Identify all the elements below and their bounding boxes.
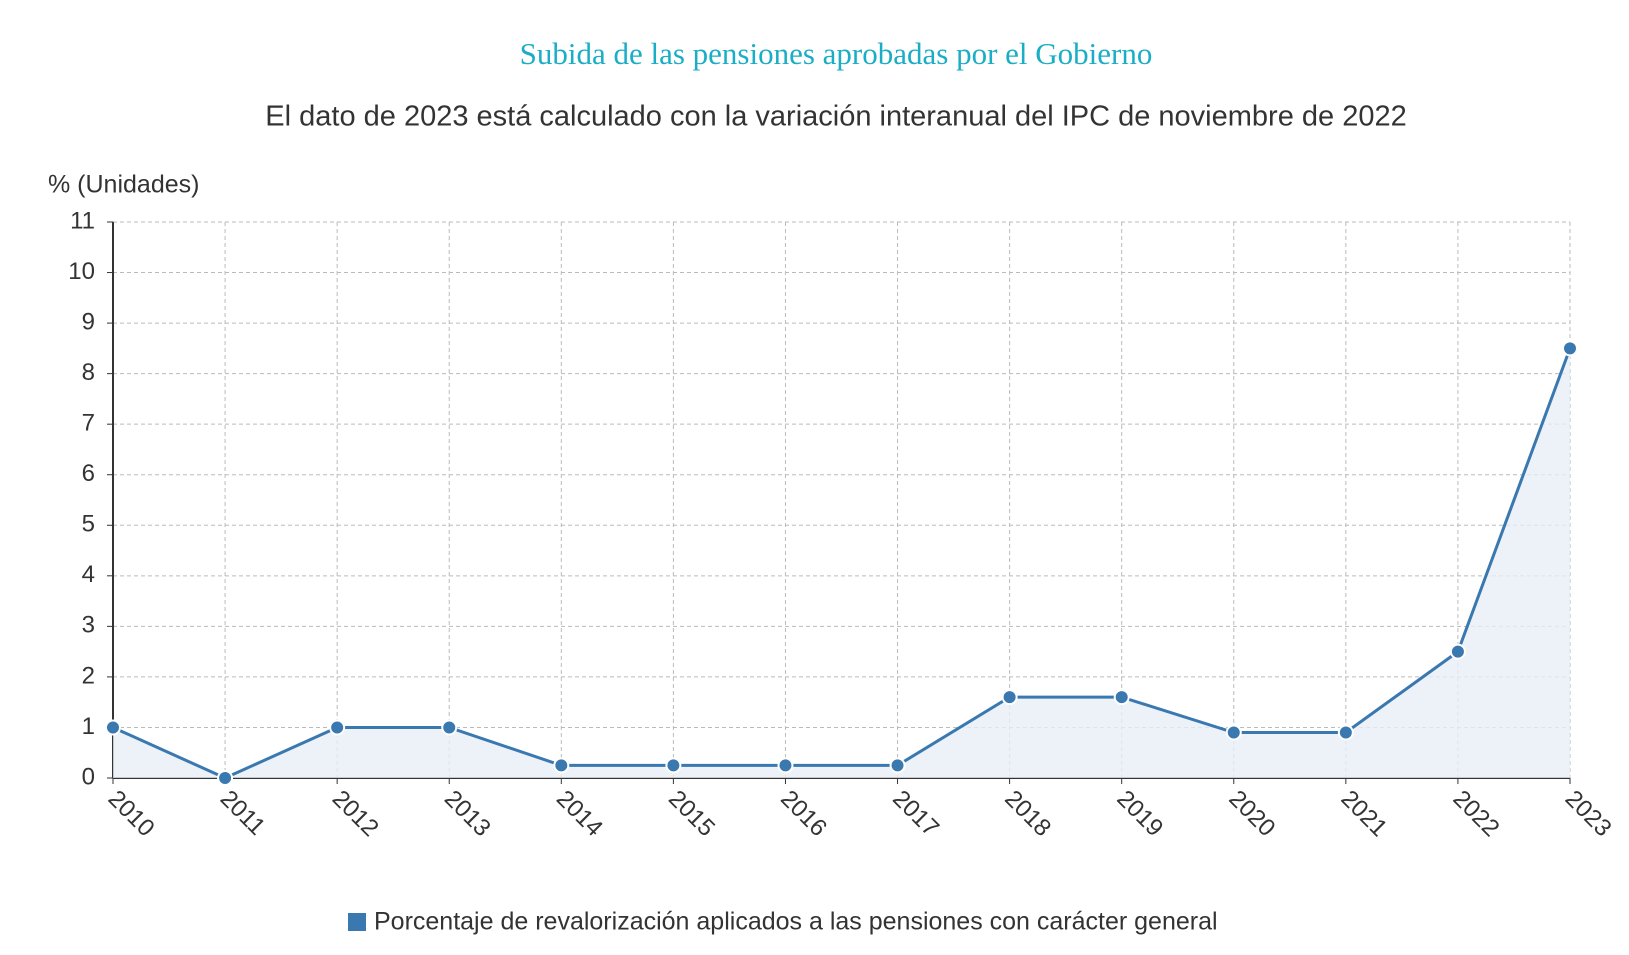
x-tick-label: 2022 [1448,785,1505,842]
x-tick-label: 2018 [999,785,1056,842]
point [553,757,570,774]
x-tick-label: 2016 [775,785,832,842]
point [329,719,346,736]
y-tick-label: 9 [82,308,95,335]
x-tick-label: 2013 [439,785,496,842]
y-tick-label: 3 [82,612,95,639]
point [777,757,794,774]
legend-swatch [348,913,366,931]
area [113,348,1570,778]
x-tick-label: 2010 [103,785,160,842]
point [105,719,121,736]
point [1337,724,1354,741]
legend-label: Porcentaje de revalorización aplicados a… [374,908,1218,936]
x-tick-label: 2021 [1336,785,1393,842]
x-tick-label: 2012 [327,785,384,842]
y-tick-label: 6 [82,460,95,487]
x-tick-label: 2023 [1560,785,1617,842]
x-tick-label: 2020 [1224,785,1281,842]
line [112,347,1572,780]
y-tick-label: 1 [82,713,95,740]
x-tick-label: 2014 [551,785,608,842]
point [441,719,458,736]
y-tick-label: 8 [82,359,95,386]
y-tick-label: 5 [82,511,95,538]
y-tick-label: 4 [82,561,95,588]
point [1001,689,1018,706]
point [1562,340,1578,357]
point [217,770,234,786]
x-tick-label: 2017 [887,785,944,842]
point [889,757,906,774]
x-tick-label: 2011 [215,785,271,841]
y-tick-label: 10 [68,258,95,285]
y-axis-label: % (Unidades) [48,171,199,199]
x-tick-label: 2019 [1111,785,1168,842]
point [1449,643,1466,660]
point [1225,724,1242,741]
point [665,757,682,774]
y-tick-label: 11 [70,207,95,234]
y-tick-label: 0 [82,763,95,790]
point [1113,689,1130,706]
y-tick-label: 7 [82,410,95,437]
chart-subtitle: El dato de 2023 está calculado con la va… [265,101,1406,133]
y-tick-label: 2 [82,662,95,689]
x-tick-label: 2015 [663,785,720,842]
chart-title: Subida de las pensiones aprobadas por el… [520,36,1153,71]
